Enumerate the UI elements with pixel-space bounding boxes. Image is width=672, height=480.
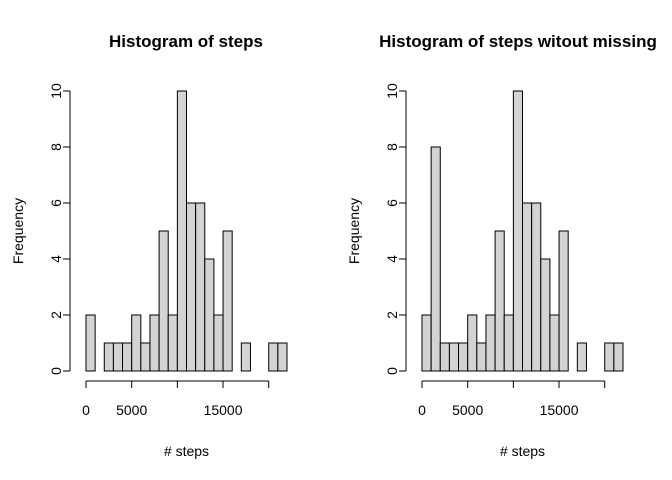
histogram-bar bbox=[222, 230, 233, 372]
histogram-bar bbox=[540, 258, 551, 372]
x-tick-label: 0 bbox=[82, 402, 90, 418]
histogram-bar bbox=[448, 342, 460, 372]
histogram-bar bbox=[439, 342, 450, 372]
y-tick-label: 6 bbox=[384, 199, 400, 207]
histogram-bar bbox=[112, 342, 124, 372]
histogram-bar bbox=[485, 314, 496, 372]
histogram-bar bbox=[140, 342, 151, 372]
histogram-bar bbox=[213, 314, 224, 372]
x-tick-label: 0 bbox=[418, 402, 426, 418]
y-tick-label: 10 bbox=[384, 83, 400, 99]
x-tick-label: 15000 bbox=[540, 402, 579, 418]
x-tick-label: 5000 bbox=[116, 402, 147, 418]
histogram-panel-1: Histogram of steps 0 2 4 6 8 10 0 5000 15000 # ste… bbox=[10, 32, 288, 459]
y-tick-label: 10 bbox=[48, 83, 64, 99]
y-tick-label: 4 bbox=[48, 255, 64, 263]
histogram-bar bbox=[195, 202, 206, 372]
histogram-bar bbox=[467, 314, 478, 372]
y-tick-label: 2 bbox=[384, 311, 400, 319]
histogram-bar bbox=[277, 342, 288, 372]
histogram-bar bbox=[430, 146, 441, 372]
histogram-bar bbox=[512, 90, 524, 372]
histogram-bar bbox=[149, 314, 160, 372]
histogram-bar bbox=[103, 342, 114, 372]
histogram-bar bbox=[158, 230, 169, 372]
y-axis-label: Frequency bbox=[10, 198, 26, 264]
chart-title: Histogram of steps bbox=[109, 32, 263, 51]
histogram-bar bbox=[186, 202, 197, 372]
y-tick-label: 0 bbox=[384, 367, 400, 375]
histogram-bar bbox=[503, 314, 514, 372]
histogram-bar bbox=[613, 342, 624, 372]
histogram-bar bbox=[421, 314, 432, 372]
histogram-panel-2: Histogram of steps witout missing 0 2 4 6 8 10… bbox=[346, 32, 657, 459]
histogram-bar bbox=[122, 342, 133, 372]
histogram-bar bbox=[268, 342, 279, 372]
histogram-bar bbox=[458, 342, 469, 372]
x-axis-label: # steps bbox=[500, 443, 545, 459]
histogram-bar bbox=[167, 314, 178, 372]
x-tick-label: 5000 bbox=[452, 402, 483, 418]
y-tick-label: 0 bbox=[48, 367, 64, 375]
histogram-bar bbox=[494, 230, 505, 372]
histogram-bar bbox=[522, 202, 533, 372]
histogram-bar bbox=[176, 90, 187, 372]
y-tick-label: 2 bbox=[48, 311, 64, 319]
y-tick-label: 6 bbox=[48, 199, 64, 207]
y-tick-label: 8 bbox=[384, 143, 400, 151]
chart-title: Histogram of steps witout missing bbox=[379, 32, 657, 51]
y-axis-label: Frequency bbox=[346, 198, 362, 264]
histogram-bar bbox=[604, 342, 615, 372]
histogram-bar bbox=[576, 342, 587, 372]
histogram-bar bbox=[204, 258, 215, 372]
histogram-bar bbox=[531, 202, 542, 372]
y-tick-label: 8 bbox=[48, 143, 64, 151]
histogram-bar bbox=[131, 314, 142, 372]
histogram-bar bbox=[558, 230, 569, 372]
y-tick-label: 4 bbox=[384, 255, 400, 263]
histogram-bar bbox=[549, 314, 560, 372]
x-axis-label: # steps bbox=[164, 443, 209, 459]
histogram-bar bbox=[85, 314, 96, 372]
histogram-bar bbox=[476, 342, 487, 372]
x-tick-label: 15000 bbox=[204, 402, 243, 418]
histogram-bar bbox=[240, 342, 251, 372]
